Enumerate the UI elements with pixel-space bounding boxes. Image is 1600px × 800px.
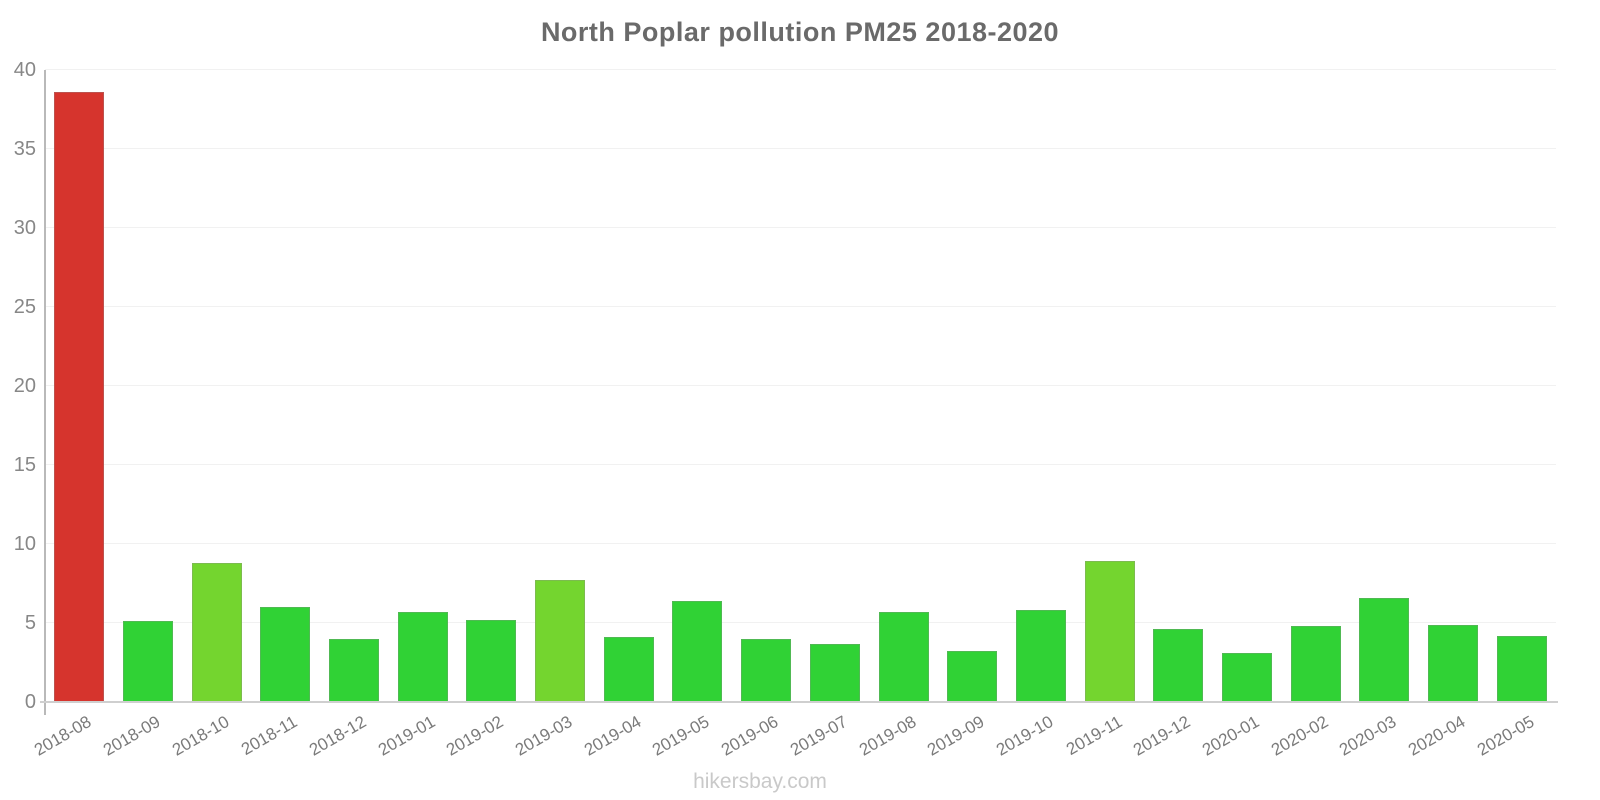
bar-2019-12[interactable] (1153, 629, 1204, 702)
plot-area (45, 69, 1556, 702)
x-tick-label-2019-09: 2019-09 (924, 712, 988, 760)
bar-2019-02[interactable] (466, 619, 517, 702)
bar-2019-01[interactable] (397, 611, 448, 702)
x-tick-label-2018-12: 2018-12 (306, 712, 370, 760)
x-tick-label-2020-02: 2020-02 (1267, 712, 1332, 760)
gridline-5 (45, 622, 1556, 623)
x-tick-label-2019-11: 2019-11 (1062, 712, 1126, 760)
bar-2018-12[interactable] (329, 638, 380, 702)
x-tick-label-2020-05: 2020-05 (1473, 712, 1538, 760)
bar-2020-05[interactable] (1496, 635, 1547, 702)
x-tick-label-2019-01: 2019-01 (374, 712, 439, 760)
gridline-15 (45, 464, 1556, 465)
gridline-35 (45, 148, 1556, 149)
bar-2019-07[interactable] (809, 643, 860, 702)
bar-2019-10[interactable] (1015, 610, 1066, 702)
x-tick-label-2020-03: 2020-03 (1336, 712, 1400, 760)
x-tick-label-2019-04: 2019-04 (580, 712, 645, 760)
gridline-30 (45, 227, 1556, 228)
x-tick-label-2019-07: 2019-07 (786, 712, 851, 760)
chart-title: North Poplar pollution PM25 2018-2020 (540, 17, 1060, 47)
y-axis-line (44, 70, 46, 715)
watermark-link[interactable]: hikersbay.com (693, 770, 827, 793)
x-tick-label-2019-08: 2019-08 (855, 712, 920, 760)
x-tick-label-2019-05: 2019-05 (649, 712, 713, 760)
x-axis-line (40, 701, 1558, 703)
y-tick-label-35: 35 (13, 138, 36, 160)
gridline-20 (45, 385, 1556, 386)
bar-2019-04[interactable] (603, 637, 654, 702)
y-tick-label-25: 25 (13, 296, 36, 318)
x-tick-label-2018-11: 2018-11 (238, 712, 301, 760)
y-tick-label-15: 15 (13, 454, 36, 476)
gridline-25 (45, 306, 1556, 307)
bar-2019-09[interactable] (947, 651, 998, 702)
x-tick-label-2019-02: 2019-02 (443, 712, 507, 760)
bar-2018-09[interactable] (123, 621, 174, 702)
x-tick-label-2018-09: 2018-09 (99, 712, 164, 760)
bar-2019-06[interactable] (741, 638, 792, 702)
x-tick-label-2019-12: 2019-12 (1130, 712, 1194, 760)
bar-2018-10[interactable] (191, 562, 242, 702)
y-tick-label-10: 10 (13, 533, 36, 555)
gridline-40 (45, 69, 1556, 70)
x-tick-label-2018-08: 2018-08 (31, 712, 95, 760)
bar-2018-08[interactable] (54, 92, 105, 702)
x-tick-label-2020-01: 2020-01 (1198, 712, 1263, 760)
bar-2019-08[interactable] (878, 611, 929, 702)
x-tick-label-2019-03: 2019-03 (512, 712, 576, 760)
bar-2020-02[interactable] (1290, 626, 1341, 702)
bar-2020-03[interactable] (1359, 597, 1410, 702)
x-tick-label-2019-10: 2019-10 (992, 712, 1057, 760)
bar-2019-11[interactable] (1084, 561, 1135, 702)
y-tick-label-20: 20 (13, 375, 36, 397)
bar-2020-04[interactable] (1427, 624, 1478, 702)
y-tick-label-0: 0 (24, 691, 36, 713)
bar-2019-03[interactable] (535, 580, 586, 702)
y-tick-label-5: 5 (24, 612, 36, 634)
gridline-10 (45, 543, 1556, 544)
y-tick-label-40: 40 (13, 59, 36, 81)
y-tick-label-30: 30 (13, 217, 36, 239)
bar-2020-01[interactable] (1221, 653, 1272, 702)
x-tick-label-2019-06: 2019-06 (718, 712, 782, 760)
x-tick-label-2018-10: 2018-10 (168, 712, 233, 760)
bar-2019-05[interactable] (672, 600, 723, 702)
x-tick-label-2020-04: 2020-04 (1404, 712, 1469, 760)
bar-2018-11[interactable] (260, 607, 311, 702)
